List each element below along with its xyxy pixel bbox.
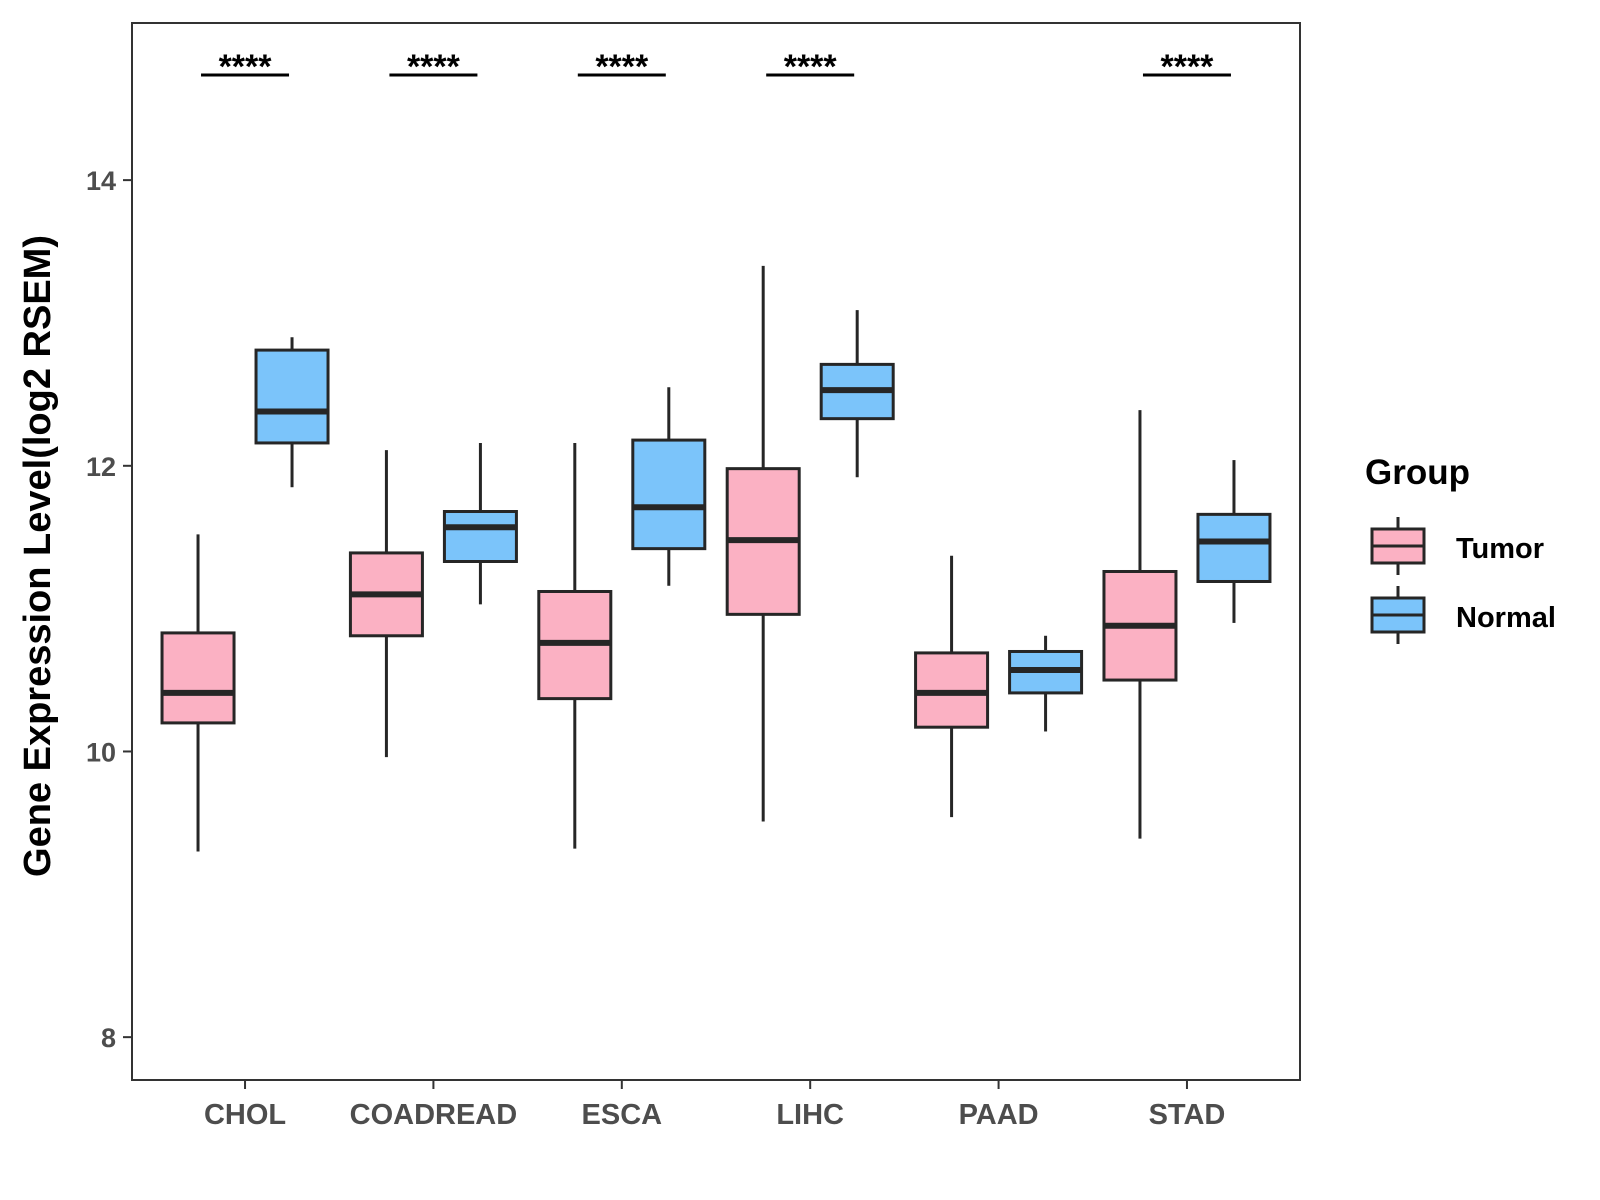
plot-panel-border (131, 22, 1301, 1081)
significance-label: **** (1160, 48, 1214, 86)
x-tick-label: STAD (1149, 1099, 1226, 1131)
x-tick-label: CHOL (204, 1099, 286, 1131)
box-normal (254, 348, 330, 445)
x-tick-label: ESCA (582, 1099, 663, 1131)
box-tumor (160, 631, 236, 725)
significance-label: **** (595, 48, 649, 86)
x-tick-label: LIHC (776, 1099, 844, 1131)
significance-label: **** (219, 48, 273, 86)
box-normal (631, 438, 707, 551)
legend-label-normal: Normal (1456, 602, 1556, 634)
x-tick-label: COADREAD (350, 1099, 518, 1131)
box-normal (1196, 512, 1272, 583)
y-tick-label: 14 (86, 166, 116, 196)
legend-title: Group (1365, 453, 1470, 492)
box-normal (442, 510, 518, 563)
legend-label-tumor: Tumor (1456, 533, 1544, 565)
y-tick-label: 10 (86, 737, 116, 767)
x-tick-label: PAAD (959, 1099, 1039, 1131)
y-axis-title: Gene Expression Level(log2 RSEM) (17, 235, 59, 877)
significance-label: **** (784, 48, 838, 86)
plot-area: 8 10 12 14 CHOL COADREAD ESCA LIHC PAAD STAD **** *… (86, 22, 1301, 1131)
y-tick-label: 12 (86, 452, 116, 482)
legend: Group Tumor Normal (1365, 453, 1556, 644)
significance-label: **** (407, 48, 461, 86)
y-tick-label: 8 (101, 1023, 116, 1053)
